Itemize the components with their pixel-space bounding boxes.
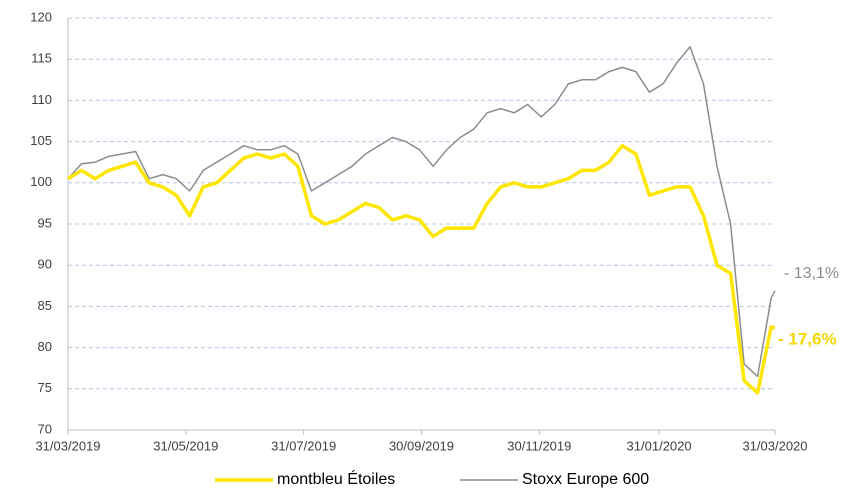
series-line: [67, 143, 776, 395]
y-tick-label: 95: [38, 215, 52, 230]
x-tick-label: 31/05/2019: [153, 438, 218, 453]
y-tick-label: 85: [38, 298, 52, 313]
y-tick-label: 120: [30, 9, 52, 24]
legend-label: montbleu Étoiles: [277, 469, 395, 488]
annotation: - 13,1%: [784, 265, 839, 282]
y-tick-label: 105: [30, 133, 52, 148]
x-tick-label: 31/01/2020: [627, 438, 692, 453]
y-tick-label: 75: [38, 380, 52, 395]
y-tick-label: 110: [31, 92, 52, 107]
series-line: [67, 46, 776, 378]
y-tick-label: 90: [38, 257, 52, 272]
x-tick-label: 30/09/2019: [389, 438, 454, 453]
annotation: - 17,6%: [778, 329, 837, 348]
y-tick-label: 70: [38, 421, 52, 436]
y-tick-label: 80: [38, 339, 52, 354]
legend-label: Stoxx Europe 600: [522, 471, 649, 488]
x-tick-label: 31/03/2019: [35, 438, 100, 453]
x-tick-label: 31/07/2019: [271, 438, 336, 453]
y-tick-label: 115: [31, 51, 52, 66]
x-tick-label: 30/11/2019: [507, 438, 571, 453]
x-tick-label: 31/03/2020: [742, 438, 807, 453]
y-tick-label: 100: [30, 174, 52, 189]
